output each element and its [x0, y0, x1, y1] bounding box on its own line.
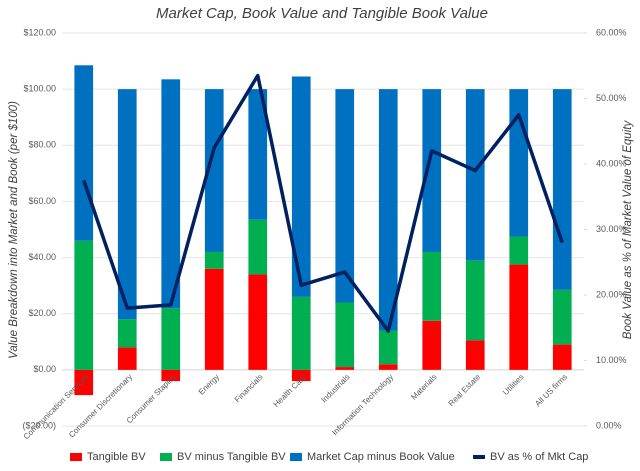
bar-segment [117, 319, 137, 348]
y-tick-label: $60.00 [28, 196, 56, 206]
y-tick-label: ($20.00) [22, 420, 56, 430]
bar-segment [248, 89, 268, 220]
bar-segment [465, 89, 485, 261]
x-tick-label: Consumer Staples [125, 372, 178, 425]
bar-segment [291, 76, 311, 297]
legend-swatch [160, 453, 172, 461]
x-tick-label: Materials [409, 372, 438, 401]
legend-label: BV minus Tangible BV [177, 451, 286, 463]
bar-segment [378, 330, 398, 365]
bar-segment [509, 89, 529, 237]
bar-segment [117, 347, 137, 370]
bar-segment [335, 89, 355, 303]
bar-segment [422, 251, 442, 321]
x-tick-label: Industrials [320, 372, 352, 404]
y-tick-label: $0.00 [33, 364, 56, 374]
y2-tick-label: 0.00% [596, 420, 622, 430]
bar-segment [509, 236, 529, 265]
bar-segment [161, 369, 181, 382]
bar-segment [378, 364, 398, 370]
line-series [82, 73, 564, 333]
y2-tick-label: 40.00% [596, 158, 627, 168]
legend-swatch [70, 453, 82, 461]
legend-label: Tangible BV [87, 451, 146, 463]
bar-segment [291, 369, 311, 382]
legend-label: BV as % of Mkt Cap [490, 451, 588, 463]
bar-segment [465, 260, 485, 341]
y2-tick-label: 60.00% [596, 27, 627, 37]
bar-segment [204, 268, 224, 370]
x-tick-label: Energy [197, 372, 221, 396]
legend-swatch [290, 453, 302, 461]
y2-tick-label: 10.00% [596, 355, 627, 365]
bar-segment [248, 274, 268, 370]
bar-segment [335, 302, 355, 368]
y-tick-label: $80.00 [28, 140, 56, 150]
x-tick-label: Utilities [501, 372, 526, 397]
bar-segment [248, 219, 268, 275]
bar-segment [509, 264, 529, 370]
bar-segment [378, 89, 398, 331]
x-tick-label: All US firms [533, 372, 569, 408]
y2-tick-label: 30.00% [596, 224, 627, 234]
bar-segment [422, 89, 442, 252]
y-tick-label: $100.00 [23, 84, 56, 94]
y2-tick-label: 50.00% [596, 93, 627, 103]
bar-segment [465, 340, 485, 370]
bar-segment [552, 344, 572, 370]
x-tick-label: Health Care [272, 372, 309, 409]
bar-segment [204, 89, 224, 252]
x-tick-label: Financials [233, 372, 265, 404]
x-tick-label: Real Estate [447, 372, 483, 408]
bar-segment [74, 240, 94, 370]
y-tick-label: $120.00 [23, 27, 56, 37]
bar-segment [74, 369, 94, 396]
bar-segment [74, 65, 94, 241]
bar-segment [117, 89, 137, 320]
bar-segment [291, 296, 311, 370]
y-axis-title: Value Breakdown into Market and Book (pe… [8, 101, 20, 359]
bar-segment [335, 367, 355, 370]
bar-segment [161, 308, 181, 370]
bar-segment [161, 79, 181, 309]
bar-segment [422, 320, 442, 370]
y-tick-label: $20.00 [28, 308, 56, 318]
y-tick-label: $40.00 [28, 252, 56, 262]
y2-axis-title: Book Value as % of Market Value of Equit… [622, 120, 634, 340]
y2-tick-label: 20.00% [596, 289, 627, 299]
bar-segment [204, 251, 224, 269]
bar-segment [552, 89, 572, 290]
bar-segment [552, 289, 572, 345]
legend-label: Market Cap minus Book Value [307, 451, 455, 463]
chart-title: Market Cap, Book Value and Tangible Book… [156, 5, 488, 22]
